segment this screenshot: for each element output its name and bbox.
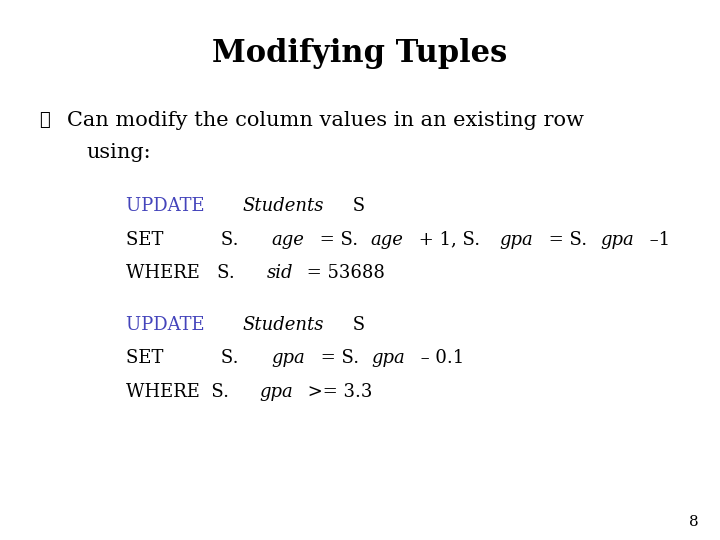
Text: sid: sid <box>266 264 293 282</box>
Text: = S.: = S. <box>314 231 358 248</box>
Text: UPDATE: UPDATE <box>126 197 216 215</box>
Text: = S.: = S. <box>543 231 588 248</box>
Text: ➤: ➤ <box>40 111 50 129</box>
Text: S: S <box>348 316 366 334</box>
Text: Modifying Tuples: Modifying Tuples <box>212 38 508 69</box>
Text: WHERE  S.: WHERE S. <box>126 383 229 401</box>
Text: SET          S.: SET S. <box>126 231 238 248</box>
Text: WHERE   S.: WHERE S. <box>126 264 235 282</box>
Text: 8: 8 <box>689 515 698 529</box>
Text: age: age <box>371 231 403 248</box>
Text: Can modify the column values in an existing row: Can modify the column values in an exist… <box>67 111 584 130</box>
Text: SET          S.: SET S. <box>126 349 238 367</box>
Text: –1: –1 <box>644 231 670 248</box>
Text: gpa: gpa <box>271 349 305 367</box>
Text: age: age <box>271 231 304 248</box>
Text: gpa: gpa <box>500 231 534 248</box>
Text: gpa: gpa <box>372 349 405 367</box>
Text: Students: Students <box>243 197 324 215</box>
Text: S: S <box>348 197 366 215</box>
Text: – 0.1: – 0.1 <box>415 349 464 367</box>
Text: using:: using: <box>86 143 151 162</box>
Text: + 1, S.: + 1, S. <box>413 231 480 248</box>
Text: UPDATE: UPDATE <box>126 316 216 334</box>
Text: Students: Students <box>243 316 324 334</box>
Text: >= 3.3: >= 3.3 <box>302 383 373 401</box>
Text: = 53688: = 53688 <box>300 264 384 282</box>
Text: = S.: = S. <box>315 349 359 367</box>
Text: gpa: gpa <box>259 383 292 401</box>
Text: gpa: gpa <box>600 231 634 248</box>
